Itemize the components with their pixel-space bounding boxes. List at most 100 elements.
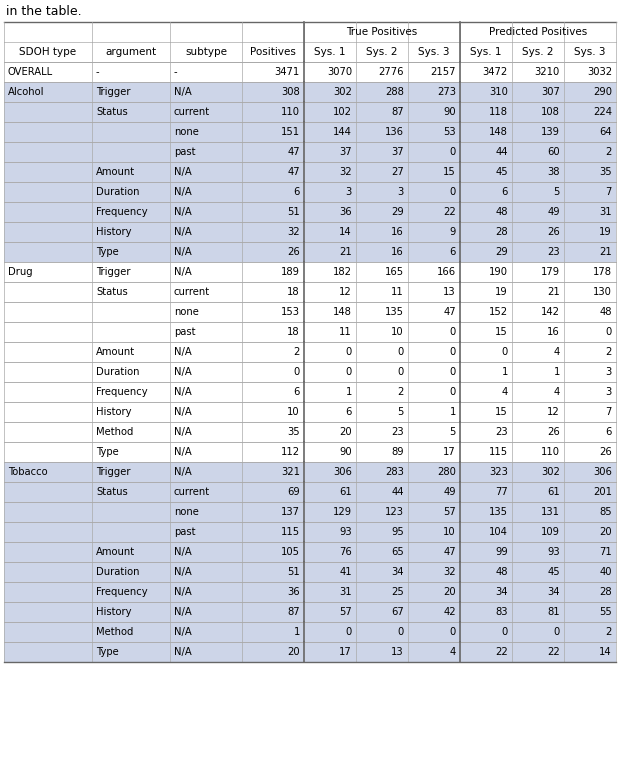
Text: 10: 10 [444,527,456,537]
Text: 2: 2 [294,347,300,357]
Text: 71: 71 [599,547,612,557]
Text: 108: 108 [541,107,560,117]
Text: 0: 0 [502,347,508,357]
Text: N/A: N/A [174,227,192,237]
Text: 14: 14 [600,647,612,657]
Text: 110: 110 [541,447,560,457]
Text: 48: 48 [495,207,508,217]
Text: 48: 48 [495,567,508,577]
Text: Sys. 1: Sys. 1 [314,47,346,57]
Text: 49: 49 [444,487,456,497]
Text: 190: 190 [489,267,508,277]
Text: 47: 47 [287,167,300,177]
Text: 323: 323 [489,467,508,477]
Bar [4,62,616,82]
Text: -: - [96,67,100,77]
Text: 37: 37 [339,147,352,157]
Text: 44: 44 [392,487,404,497]
Text: N/A: N/A [174,407,192,417]
Text: 3210: 3210 [535,67,560,77]
Text: 34: 34 [547,587,560,597]
Text: 41: 41 [339,567,352,577]
Bar [4,162,616,182]
Text: none: none [174,307,199,317]
Bar [4,482,616,502]
Text: 3: 3 [605,387,612,397]
Text: 3: 3 [346,187,352,197]
Text: Status: Status [96,487,128,497]
Text: 26: 26 [287,247,300,257]
Text: 4: 4 [450,647,456,657]
Text: 109: 109 [541,527,560,537]
Text: 290: 290 [593,87,612,97]
Text: 123: 123 [385,507,404,517]
Text: 93: 93 [547,547,560,557]
Bar [4,382,616,402]
Text: 3070: 3070 [327,67,352,77]
Bar [4,502,616,522]
Text: 224: 224 [593,107,612,117]
Text: 23: 23 [392,427,404,437]
Text: 144: 144 [333,127,352,137]
Text: 2: 2 [605,347,612,357]
Text: 26: 26 [547,427,560,437]
Text: 45: 45 [547,567,560,577]
Text: Positives: Positives [250,47,296,57]
Text: -: - [174,67,178,77]
Text: 6: 6 [450,247,456,257]
Text: Amount: Amount [96,167,135,177]
Bar [4,262,616,282]
Text: 20: 20 [600,527,612,537]
Text: 2: 2 [605,147,612,157]
Text: 136: 136 [385,127,404,137]
Text: 0: 0 [346,627,352,637]
Text: Amount: Amount [96,347,135,357]
Text: 69: 69 [287,487,300,497]
Text: 64: 64 [600,127,612,137]
Text: 3: 3 [397,187,404,197]
Text: 3471: 3471 [275,67,300,77]
Text: 4: 4 [502,387,508,397]
Bar [4,102,616,122]
Text: N/A: N/A [174,367,192,377]
Text: 0: 0 [450,627,456,637]
Text: 130: 130 [593,287,612,297]
Bar [4,242,616,262]
Text: 0: 0 [554,627,560,637]
Text: 23: 23 [547,247,560,257]
Text: Status: Status [96,287,128,297]
Text: N/A: N/A [174,247,192,257]
Text: 2: 2 [397,387,404,397]
Text: Tobacco: Tobacco [8,467,47,477]
Text: 6: 6 [294,187,300,197]
Bar [4,362,616,382]
Text: Duration: Duration [96,367,140,377]
Text: 5: 5 [554,187,560,197]
Text: 85: 85 [600,507,612,517]
Text: 34: 34 [392,567,404,577]
Text: 3472: 3472 [483,67,508,77]
Text: 28: 28 [600,587,612,597]
Text: 2776: 2776 [378,67,404,77]
Text: Predicted Positives: Predicted Positives [489,27,587,37]
Text: past: past [174,327,195,337]
Text: 6: 6 [605,427,612,437]
Text: past: past [174,527,195,537]
Text: N/A: N/A [174,547,192,557]
Text: 47: 47 [287,147,300,157]
Bar [4,442,616,462]
Text: Method: Method [96,427,133,437]
Text: 112: 112 [281,447,300,457]
Text: N/A: N/A [174,627,192,637]
Text: 3032: 3032 [587,67,612,77]
Text: 178: 178 [593,267,612,277]
Text: 1: 1 [450,407,456,417]
Text: N/A: N/A [174,187,192,197]
Text: none: none [174,507,199,517]
Text: 49: 49 [547,207,560,217]
Text: 4: 4 [554,387,560,397]
Text: 27: 27 [391,167,404,177]
Text: current: current [174,487,210,497]
Bar [4,302,616,322]
Bar [4,602,616,622]
